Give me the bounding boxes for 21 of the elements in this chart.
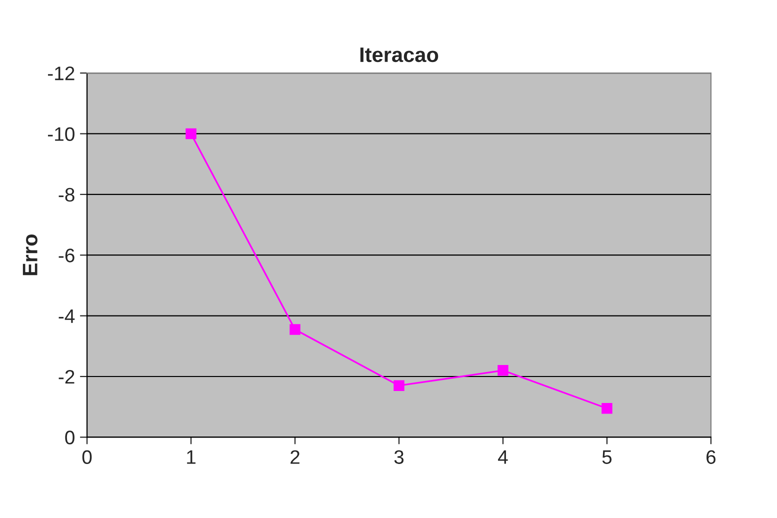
point — [394, 380, 404, 391]
x-tick-label: 3 — [394, 450, 404, 464]
point — [602, 402, 612, 414]
y-tick-label: -12 — [48, 66, 74, 80]
x-tick-label: 2 — [290, 450, 300, 464]
point — [290, 324, 300, 335]
y-tick-label: 0 — [65, 430, 74, 444]
x-tick-label: 0 — [82, 450, 92, 464]
chart-title: Iteracao — [360, 48, 438, 62]
point — [186, 128, 196, 140]
y-tick-label: -6 — [58, 248, 74, 262]
point — [498, 365, 508, 376]
y-tick-label: -2 — [58, 370, 74, 384]
y-tick-label: -8 — [58, 188, 74, 202]
x-tick-label: 4 — [498, 450, 508, 464]
y-axis-title: Erro — [22, 234, 38, 276]
x-tick-label: 1 — [187, 450, 196, 464]
y-tick-label: -4 — [58, 309, 75, 323]
y-tick-label: -10 — [48, 127, 74, 141]
x-tick-label: 6 — [706, 450, 716, 464]
x-tick-label: 5 — [602, 450, 612, 464]
